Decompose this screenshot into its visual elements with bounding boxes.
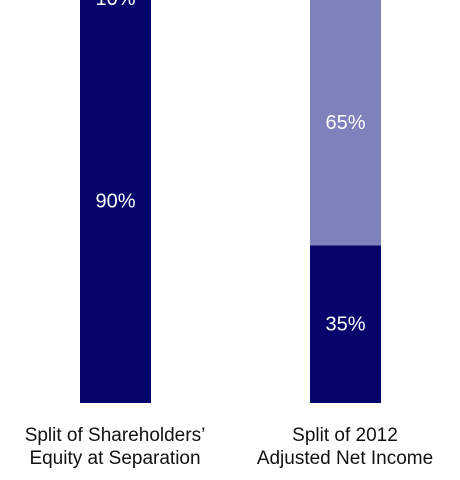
bar-segment-equity-dark [80, 0, 151, 403]
bar-segment-net-income-dark [310, 245, 381, 403]
data-label-net-income-light: 65% [325, 112, 365, 134]
category-label-net-income-line-2: Adjusted Net Income [256, 448, 434, 469]
category-label-equity: Split of Shareholders’ Equity at Separat… [0, 424, 230, 470]
category-label-equity-line-2: Equity at Separation [29, 448, 201, 469]
data-label-equity-dark: 90% [95, 191, 135, 213]
category-label-net-income: Split of 2012 Adjusted Net Income [230, 424, 460, 470]
data-label-equity-light: 10% [95, 0, 135, 10]
data-label-net-income-dark: 35% [325, 313, 365, 335]
category-label-equity-line-1: Split of Shareholders’ [24, 425, 206, 446]
bar-segment-net-income-light [310, 0, 381, 246]
category-label-net-income-line-1: Split of 2012 [292, 425, 398, 446]
